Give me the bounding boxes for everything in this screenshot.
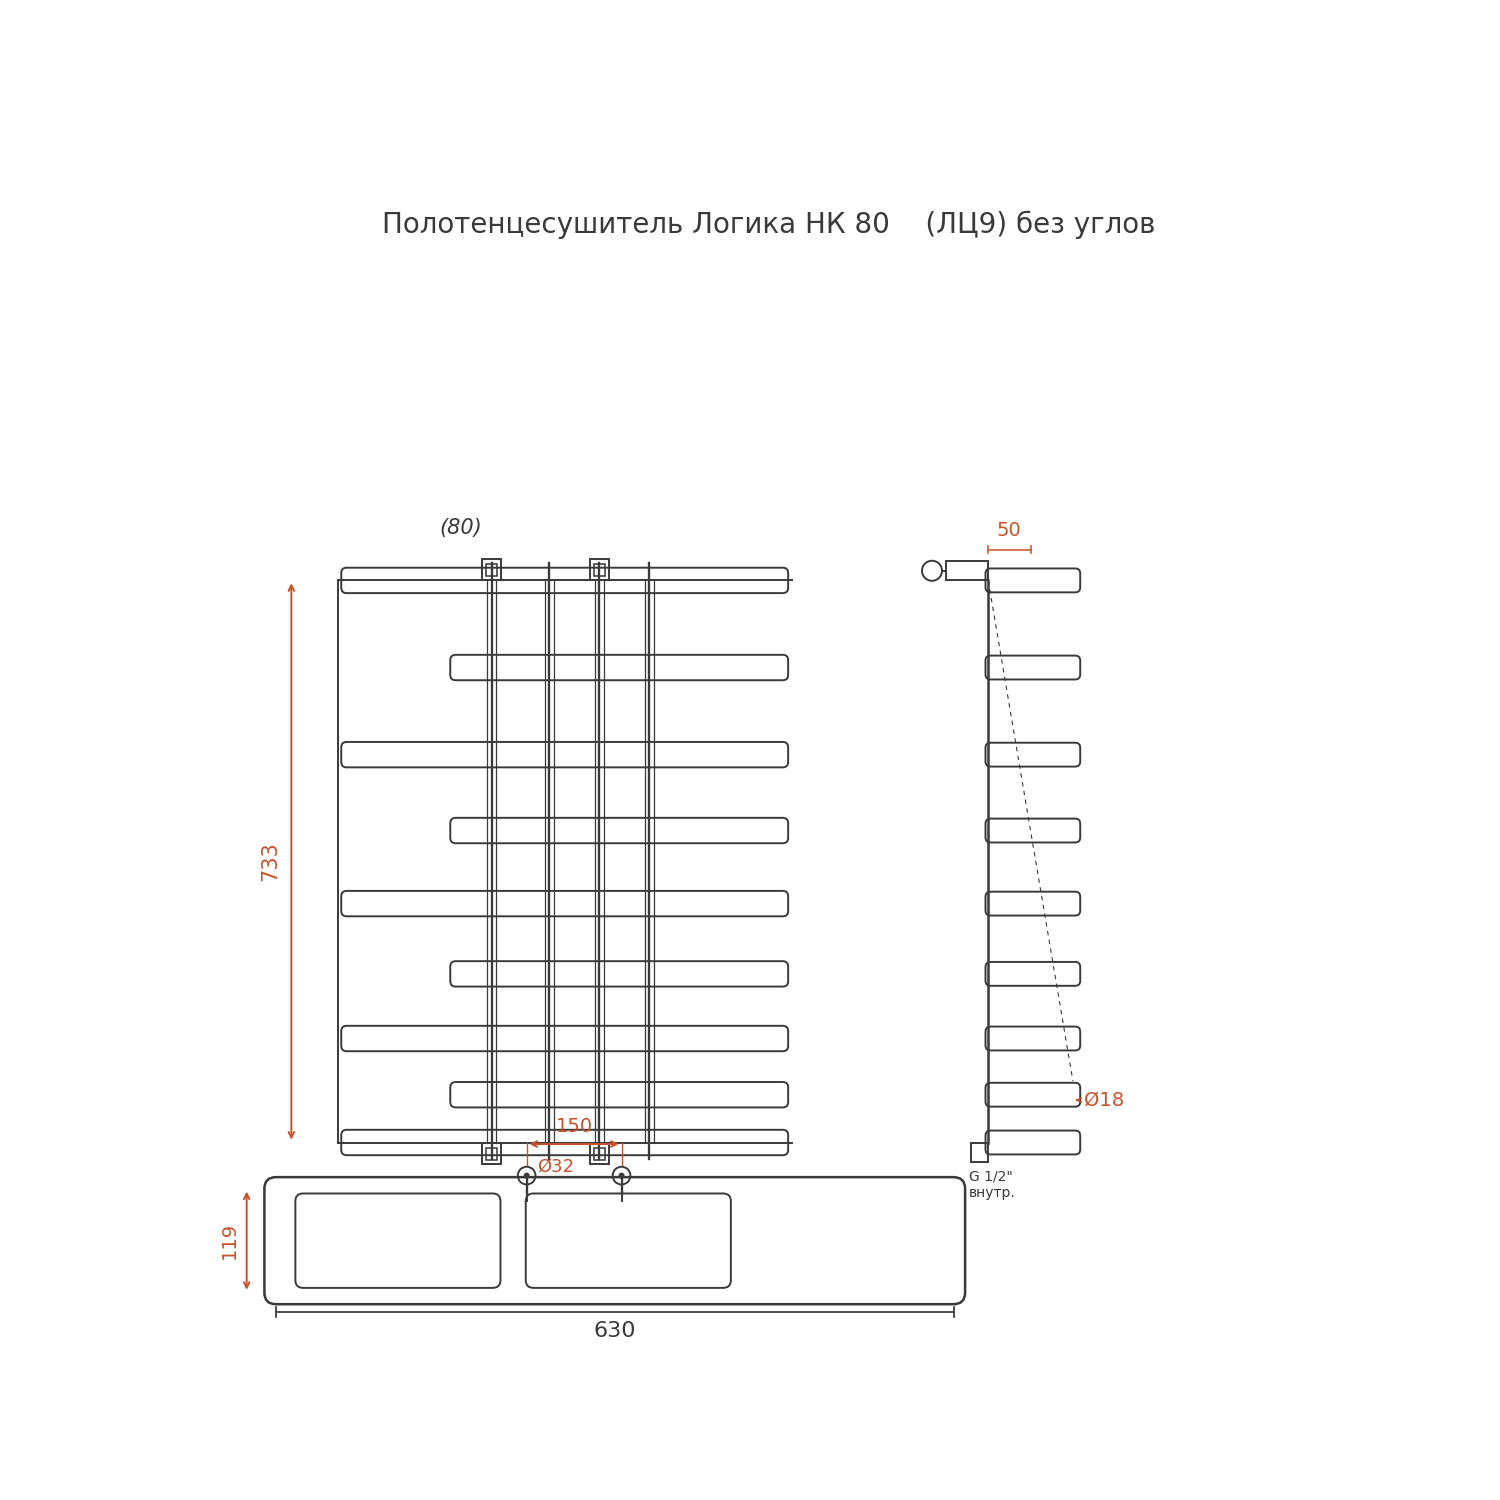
Bar	[483, 1143, 501, 1164]
Text: Ø32: Ø32	[537, 1158, 574, 1176]
Text: 630: 630	[594, 1322, 636, 1341]
Circle shape	[525, 1173, 530, 1178]
Text: Полотенцесушитель Логика НК 80    (ЛЦ9) без углов: Полотенцесушитель Логика НК 80 (ЛЦ9) без…	[382, 211, 1155, 238]
Bar	[946, 561, 988, 580]
Bar	[594, 1148, 604, 1160]
Text: 733: 733	[260, 842, 280, 882]
Text: (80): (80)	[440, 518, 482, 538]
Bar	[972, 1143, 988, 1161]
Bar	[486, 1148, 496, 1160]
Circle shape	[620, 1173, 624, 1178]
Bar	[483, 560, 501, 580]
Text: 50: 50	[998, 522, 1022, 540]
Bar	[594, 564, 604, 576]
Bar	[590, 560, 609, 580]
Text: Ø18: Ø18	[1084, 1090, 1125, 1110]
Text: 150: 150	[555, 1118, 592, 1137]
Bar	[486, 564, 496, 576]
Bar	[590, 1143, 609, 1164]
Text: G 1/2"
внутр.: G 1/2" внутр.	[969, 1170, 1016, 1200]
Text: 119: 119	[220, 1222, 240, 1258]
